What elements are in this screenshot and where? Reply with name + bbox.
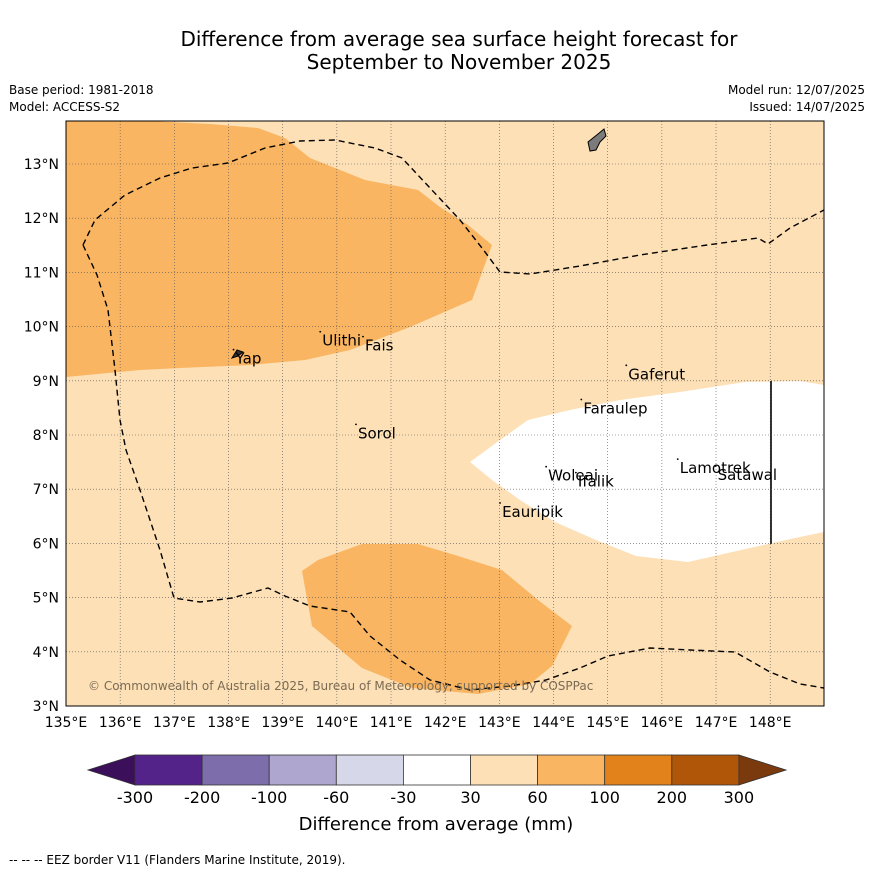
place-label-woleai: Woleai [548,467,598,485]
colorbar-tick-label: -60 [323,788,349,807]
place-label-lamotrek: Lamotrek [680,459,751,477]
colorbar-max-arrow [738,754,788,786]
colorbar-segment [134,754,203,786]
lon-tick-label: 135°E [45,715,88,731]
colorbar-tick-label: 30 [460,788,480,807]
place-marker [676,458,679,460]
chart-title: Difference from average sea surface heig… [0,28,873,74]
lon-tick-label: 137°E [153,715,196,731]
place-label-sorol: Sorol [358,424,396,442]
colorbar-segment [671,754,740,786]
colorbar-tick-label: -30 [390,788,416,807]
colorbar-tick-label: 300 [724,788,755,807]
colorbar-tick-label: 100 [589,788,620,807]
model-name: Model: ACCESS-S2 [9,100,121,114]
lon-tick-label: 146°E [641,715,684,731]
copyright-text: © Commonwealth of Australia 2025, Bureau… [88,679,593,693]
lon-tick-label: 139°E [261,715,304,731]
graticule [66,121,824,706]
lat-tick-label: 6°N [33,536,59,552]
lat-tick-label: 13°N [24,157,59,173]
lon-tick-label: 148°E [749,715,792,731]
place-marker [362,335,364,338]
title-line-1: Difference from average sea surface heig… [180,27,738,51]
lat-tick-label: 7°N [33,482,59,498]
lon-tick-label: 143°E [478,715,521,731]
left-metadata: Base period: 1981-2018 Model: ACCESS-S2 [9,82,154,116]
place-marker [319,330,322,333]
colorbar-tick-label: 200 [657,788,688,807]
eez-legend: -- -- -- EEZ border V11 (Flanders Marine… [9,853,346,867]
place-label-fais: Fais [365,337,394,355]
lon-tick-label: 141°E [370,715,413,731]
lon-tick-label: 147°E [695,715,738,731]
lat-tick-label: 10°N [24,320,59,336]
lon-tick-label: 136°E [99,715,142,731]
place-label-satawal: Satawal [718,466,777,484]
lat-tick-label: 8°N [33,428,59,444]
place-labels: Ulithi Fais Yap Gaferut Faraulep Sorol Lamotre… [232,330,777,521]
lat-tick-label: 9°N [33,374,59,390]
right-metadata: Model run: 12/07/2025 Issued: 14/07/2025 [728,82,865,116]
lon-tick-label: 138°E [207,715,250,731]
colorbar-tick-label: -300 [117,788,153,807]
place-marker [625,364,628,367]
lon-tick-label: 145°E [586,715,629,731]
place-label-ifalik: Ifalik [578,473,614,491]
model-run: Model run: 12/07/2025 [727,83,865,97]
place-label-eauripik: Eauripik [502,503,563,521]
place-marker [575,471,577,474]
colorbar-min-arrow [86,754,136,786]
title-line-2: September to November 2025 [306,50,612,74]
place-marker [545,465,548,468]
lat-tick-label: 5°N [33,591,59,607]
place-marker [355,423,357,426]
place-label-gaferut: Gaferut [628,365,685,383]
axis-tick-labels: 135°E 136°E 137°E 138°E 139°E 140°E 141°E 142°E… [24,157,792,731]
issued-date: Issued: 14/07/2025 [749,100,865,114]
colorbar-segment [604,754,673,786]
lat-tick-label: 11°N [24,265,59,281]
colorbar-tick-label: 60 [527,788,547,807]
colorbar-segment [470,754,538,786]
lat-tick-label: 3°N [33,699,59,715]
place-label-ulithi: Ulithi [322,332,361,350]
map-frame [65,120,825,707]
colorbar: -300 -200 -100 -60 -30 30 60 100 200 300 [86,754,788,807]
place-marker [714,465,717,468]
eez-border [82,139,824,691]
yap-island [230,349,245,359]
colorbar-tick-label: -100 [251,788,287,807]
guam-island [587,128,607,152]
place-marker [499,502,501,504]
map-area: Ulithi Fais Yap Gaferut Faraulep Sorol Lamotre… [66,121,824,706]
anomaly-region-neutral [470,381,824,562]
colorbar-label: Difference from average (mm) [299,814,574,835]
lon-tick-label: 142°E [424,715,467,731]
colorbar-segment [201,754,270,786]
colorbar-segment [537,754,606,786]
base-period: Base period: 1981-2018 [9,83,154,97]
anomaly-region-north-60-100 [66,121,492,377]
place-marker [580,398,583,401]
place-label-yap: Yap [235,350,262,368]
colorbar-segment [268,754,337,786]
lat-tick-label: 12°N [24,211,59,227]
colorbar-segment [335,754,404,786]
anomaly-region-south-60-100 [302,544,572,694]
lat-tick-label: 4°N [33,645,59,661]
lon-tick-label: 144°E [532,715,575,731]
colorbar-tick-label: -200 [184,788,220,807]
lon-tick-label: 140°E [316,715,359,731]
place-label-faraulep: Faraulep [583,399,647,417]
colorbar-segment [402,754,471,786]
place-marker [232,348,235,351]
